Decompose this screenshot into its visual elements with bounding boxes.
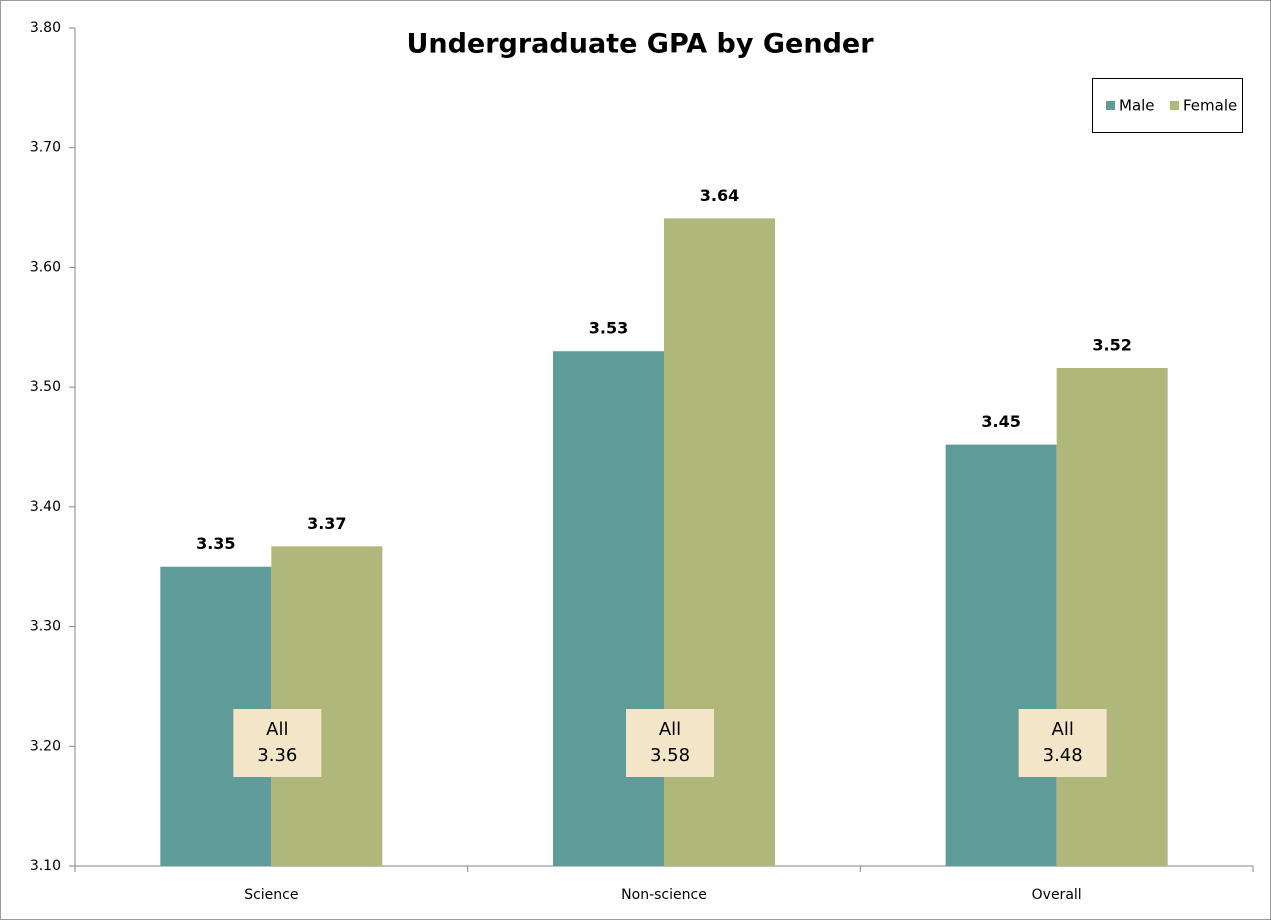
x-tick-label: Overall — [1032, 887, 1082, 903]
x-tick-label: Non-science — [621, 887, 707, 903]
annotation-label: All — [659, 719, 681, 740]
annotation-value: 3.58 — [650, 745, 690, 766]
value-label: 3.53 — [589, 319, 628, 338]
value-label: 3.35 — [196, 534, 235, 553]
annotation-label: All — [1052, 719, 1074, 740]
legend-swatch — [1170, 101, 1179, 110]
annotation-box — [1018, 709, 1107, 777]
bar — [553, 351, 664, 866]
value-label: 3.64 — [700, 186, 739, 205]
legend-label: Male — [1119, 97, 1155, 115]
annotation-box — [626, 709, 714, 777]
value-label: 3.45 — [981, 412, 1020, 431]
value-label: 3.52 — [1092, 335, 1131, 354]
y-tick-label: 3.30 — [30, 619, 61, 635]
annotation-value: 3.48 — [1043, 745, 1083, 766]
legend-swatch — [1106, 101, 1115, 110]
bar — [945, 444, 1057, 866]
annotation-box — [233, 709, 322, 777]
value-label: 3.37 — [307, 514, 346, 533]
y-tick-label: 3.70 — [30, 140, 61, 156]
annotation-value: 3.36 — [257, 745, 297, 766]
y-tick-label: 3.10 — [30, 858, 61, 874]
x-tick-label: Science — [244, 887, 298, 903]
y-tick-label: 3.40 — [30, 499, 61, 515]
y-tick-label: 3.80 — [30, 20, 61, 36]
annotation-label: All — [266, 719, 288, 740]
y-tick-label: 3.50 — [30, 379, 61, 395]
legend-box — [1092, 78, 1243, 133]
legend-label: Female — [1183, 97, 1237, 115]
bar — [271, 546, 383, 866]
y-tick-label: 3.20 — [30, 738, 61, 754]
bar — [1056, 367, 1168, 866]
chart-title: Undergraduate GPA by Gender — [406, 29, 874, 60]
y-tick-label: 3.60 — [30, 259, 61, 275]
